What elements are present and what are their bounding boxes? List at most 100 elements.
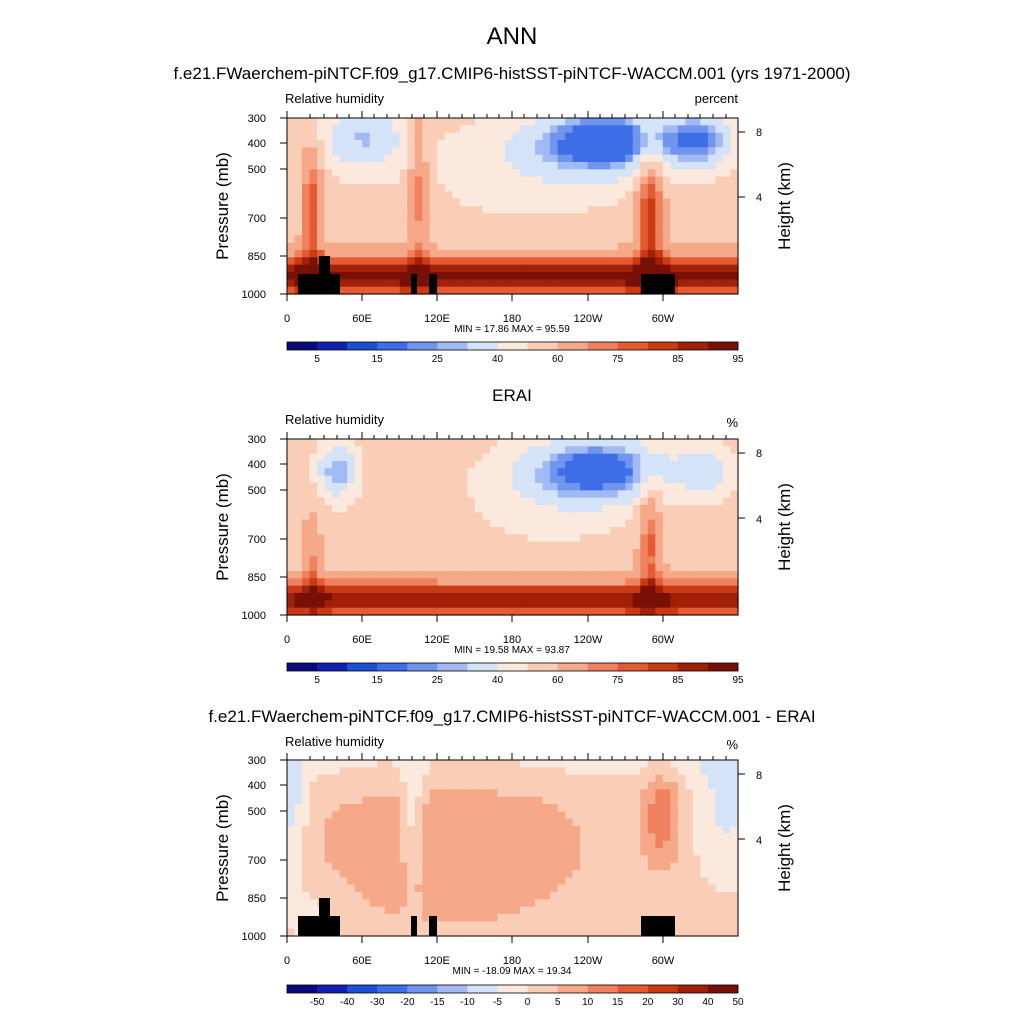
field-cell: [407, 826, 416, 834]
field-cell: [422, 862, 431, 871]
field-cell: [437, 257, 446, 266]
field-cell: [332, 475, 341, 484]
field-cell: [489, 242, 499, 251]
field-cell: [632, 191, 641, 200]
colorbar-swatch: [587, 663, 619, 671]
field-cell: [572, 870, 581, 878]
field-cell: [700, 877, 709, 886]
field-cell: [287, 826, 296, 834]
field-cell: [392, 527, 401, 535]
field-cell: [565, 475, 574, 484]
field-cell: [489, 519, 499, 528]
field-cell: [595, 118, 604, 126]
field-cell: [580, 140, 589, 148]
field-cell: [655, 191, 664, 200]
field-cell: [399, 862, 408, 871]
field-cell: [309, 906, 318, 915]
field-cell: [640, 549, 649, 557]
field-cell: [617, 862, 626, 871]
field-cell: [384, 892, 393, 900]
field-cell: [542, 534, 551, 543]
field-cell: [542, 767, 551, 776]
field-cell: [354, 286, 363, 295]
field-cell: [354, 774, 363, 783]
field-cell: [384, 490, 393, 499]
field-cell: [324, 461, 333, 469]
field-cell: [489, 928, 499, 937]
field-cell: [437, 235, 446, 244]
field-cell: [444, 505, 453, 513]
field-cell: [497, 439, 506, 447]
field-cell: [722, 169, 732, 178]
field-cell: [309, 534, 318, 543]
colorbar-label: 20: [642, 997, 654, 1008]
field-cell: [527, 593, 536, 601]
field-cell: [557, 534, 566, 543]
field-cell: [347, 257, 356, 266]
field-cell: [452, 184, 461, 192]
field-cell: [429, 519, 438, 528]
field-cell: [520, 213, 529, 222]
field-cell: [700, 914, 709, 922]
field-cell: [512, 549, 521, 557]
field-cell: [482, 272, 491, 280]
field-cell: [692, 789, 702, 798]
field-cell: [595, 811, 604, 820]
field-cell: [317, 870, 326, 878]
field-cell: [452, 563, 461, 572]
field-cell: [700, 571, 709, 579]
field-cell: [542, 446, 551, 455]
field-cell: [715, 848, 724, 856]
field-cell: [670, 892, 679, 900]
field-cell: [399, 840, 408, 849]
field-cell: [655, 833, 664, 842]
field-cell: [362, 541, 371, 550]
field-cell: [677, 468, 686, 477]
field-cell: [377, 549, 386, 557]
field-cell: [482, 563, 491, 572]
field-cell: [610, 468, 619, 477]
field-cell: [602, 206, 611, 214]
field-cell: [474, 840, 484, 849]
field-cell: [317, 184, 326, 192]
field-cell: [452, 213, 461, 222]
field-cell: [565, 563, 574, 572]
field-cell: [685, 220, 694, 229]
field-cell: [489, 264, 499, 273]
field-cell: [332, 228, 341, 236]
field-cell: [715, 870, 724, 878]
field-cell: [287, 870, 296, 878]
field-cell: [294, 607, 303, 616]
field-cell: [384, 184, 393, 192]
field-cell: [369, 789, 378, 798]
field-cell: [384, 461, 393, 469]
field-cell: [542, 176, 551, 185]
field-cell: [550, 767, 559, 776]
field-cell: [617, 154, 626, 163]
field-cell: [332, 206, 341, 214]
field-cell: [422, 191, 431, 200]
field-cell: [377, 483, 386, 491]
field-cell: [384, 600, 393, 609]
field-cell: [489, 767, 499, 776]
field-cell: [399, 563, 408, 572]
field-cell: [707, 789, 717, 798]
field-cell: [692, 892, 702, 900]
field-cell: [467, 782, 476, 790]
field-cell: [399, 439, 408, 447]
field-cell: [587, 892, 596, 900]
field-cell: [647, 176, 656, 185]
field-cell: [309, 497, 318, 506]
field-cell: [670, 439, 679, 447]
panel-2-field: [280, 432, 745, 622]
field-cell: [730, 593, 739, 601]
field-cell: [617, 892, 626, 900]
field-cell: [467, 585, 476, 594]
field-cell: [467, 490, 476, 499]
field-cell: [422, 264, 431, 273]
field-cell: [662, 257, 671, 266]
field-cell: [362, 169, 371, 178]
field-cell: [452, 556, 461, 565]
field-cell: [617, 578, 626, 587]
field-cell: [354, 468, 363, 477]
